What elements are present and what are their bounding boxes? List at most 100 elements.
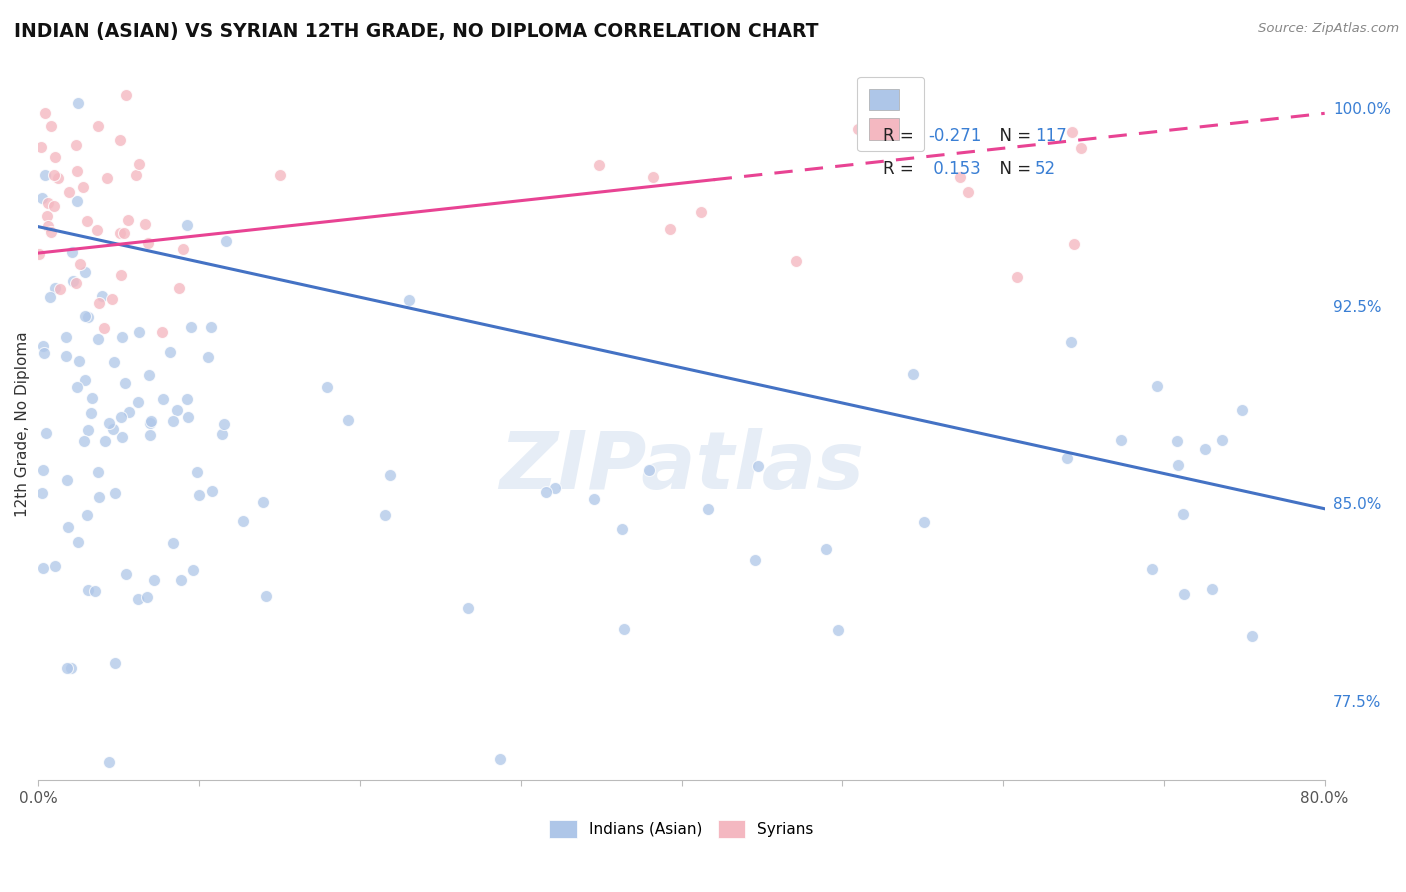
Point: [56, 473, 79, 487]
Point: [1241, 629, 1264, 643]
Point: [180, 319, 202, 334]
Point: [159, 344, 181, 359]
Point: [162, 414, 184, 428]
Point: [903, 367, 925, 381]
Point: [83, 584, 105, 599]
Point: [374, 508, 396, 522]
Point: [128, 157, 150, 171]
Point: [316, 380, 339, 394]
Point: [142, 573, 165, 587]
Point: [457, 601, 479, 615]
Point: [56, 661, 79, 675]
Point: [127, 592, 149, 607]
Point: [42, 168, 65, 182]
Point: [135, 590, 157, 604]
Point: [124, 168, 146, 182]
Text: N =: N =: [988, 160, 1036, 178]
Point: [104, 656, 127, 670]
Point: [115, 87, 138, 102]
Point: [96, 170, 118, 185]
Point: [488, 752, 510, 766]
Text: -0.271: -0.271: [928, 128, 981, 145]
Point: [747, 459, 769, 474]
Point: [150, 325, 173, 339]
Point: [612, 522, 634, 536]
Point: [62, 274, 84, 288]
Text: N =: N =: [988, 128, 1036, 145]
Point: [42, 199, 65, 213]
Text: 0.153: 0.153: [928, 160, 981, 178]
Point: [252, 495, 274, 509]
Point: [55, 349, 77, 363]
Point: [100, 292, 122, 306]
Legend: Indians (Asian), Syrians: Indians (Asian), Syrians: [543, 814, 820, 844]
Point: [1056, 450, 1078, 465]
Point: [212, 417, 235, 431]
Point: [65, 276, 87, 290]
Point: [1070, 141, 1092, 155]
Point: [176, 409, 198, 424]
Text: 52: 52: [1035, 160, 1056, 178]
Point: [76, 214, 98, 228]
Point: [31, 560, 53, 574]
Point: [86, 119, 108, 133]
Point: [28, 246, 51, 260]
Point: [134, 217, 156, 231]
Point: [66, 95, 89, 110]
Text: ZIPatlas: ZIPatlas: [499, 428, 865, 506]
Point: [846, 122, 869, 136]
Point: [66, 194, 89, 209]
Point: [534, 485, 557, 500]
Point: [110, 268, 132, 282]
Point: [87, 491, 110, 505]
Point: [815, 541, 838, 556]
Point: [66, 535, 89, 549]
Point: [65, 380, 87, 394]
Point: [176, 392, 198, 406]
Text: INDIAN (ASIAN) VS SYRIAN 12TH GRADE, NO DIPLOMA CORRELATION CHART: INDIAN (ASIAN) VS SYRIAN 12TH GRADE, NO …: [14, 22, 818, 41]
Point: [86, 332, 108, 346]
Point: [269, 169, 291, 183]
Point: [80, 392, 103, 406]
Point: [583, 492, 606, 507]
Point: [59, 661, 82, 675]
Point: [44, 150, 66, 164]
Point: [138, 368, 160, 382]
Point: [58, 186, 80, 200]
Point: [215, 235, 238, 249]
Point: [637, 463, 659, 477]
Point: [72, 180, 94, 194]
Point: [91, 289, 114, 303]
Point: [101, 422, 124, 436]
Point: [89, 296, 111, 310]
Point: [44, 281, 66, 295]
Point: [232, 515, 254, 529]
Point: [77, 423, 100, 437]
Point: [111, 330, 134, 344]
Point: [544, 481, 567, 495]
Point: [167, 281, 190, 295]
Point: [80, 406, 103, 420]
Point: [136, 236, 159, 251]
Point: [111, 430, 134, 444]
Point: [73, 309, 96, 323]
Point: [181, 563, 204, 577]
Point: [1063, 236, 1085, 251]
Point: [172, 242, 194, 256]
Point: [170, 573, 193, 587]
Point: [643, 170, 665, 185]
Point: [69, 257, 91, 271]
Point: [957, 185, 980, 199]
Point: [1140, 562, 1163, 576]
Point: [186, 465, 208, 479]
Point: [127, 395, 149, 409]
Point: [117, 212, 139, 227]
Point: [827, 624, 849, 638]
Point: [97, 755, 120, 769]
Point: [1005, 270, 1028, 285]
Point: [87, 465, 110, 479]
Point: [201, 484, 224, 499]
Point: [46, 170, 69, 185]
Point: [65, 138, 87, 153]
Point: [31, 463, 53, 477]
